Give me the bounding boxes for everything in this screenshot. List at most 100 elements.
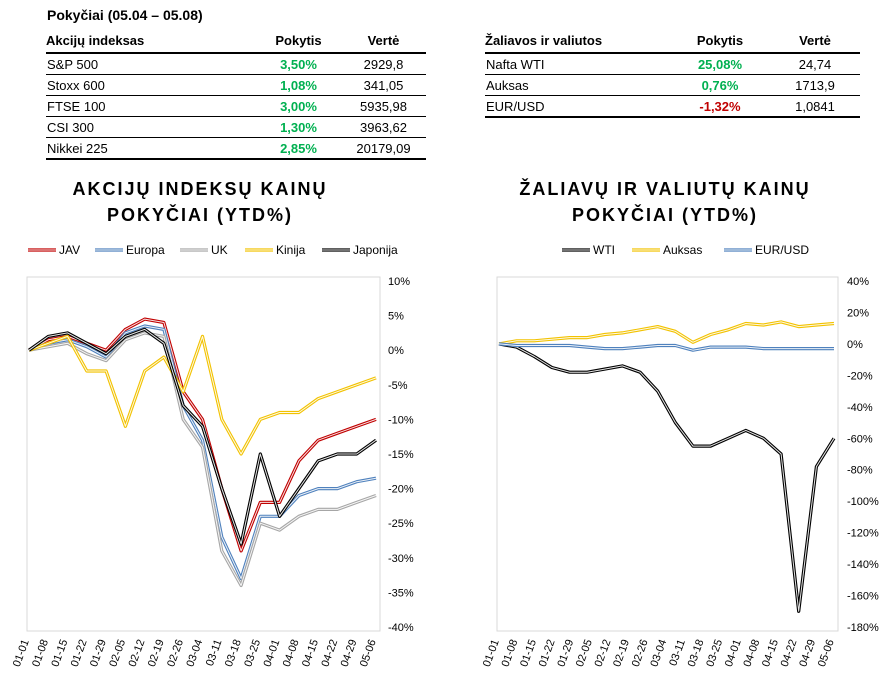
y-tick-label: 40% [847, 276, 869, 288]
cell-change: 2,85% [256, 137, 341, 160]
index-row: FTSE 100 3,00% 5935,98 [46, 95, 426, 117]
commodities-table: Žaliavos ir valiutos Pokytis Vertė Nafta… [485, 28, 860, 118]
indices-table-header: Akcijų indeksas Pokytis Vertė [46, 28, 426, 54]
y-tick-label: 20% [847, 307, 869, 319]
legend-label: Auksas [663, 243, 702, 257]
y-tick-label: 10% [388, 276, 410, 288]
x-tick-label: 04-08 [281, 638, 302, 669]
cell-name: Stoxx 600 [46, 74, 256, 96]
y-tick-label: -35% [388, 587, 414, 599]
chart-title-indices: AKCIJŲ INDEKSŲ KAINŲ POKYČIAI (YTD%) [72, 179, 328, 225]
legend-label: Kinija [276, 243, 306, 257]
commodity-row: Auksas 0,76% 1713,9 [485, 74, 860, 96]
x-tick-label: 01-22 [69, 638, 90, 669]
series-line-highlight [498, 321, 835, 345]
index-row: S&P 500 3,50% 2929,8 [46, 53, 426, 75]
x-tick-label: 04-22 [319, 638, 340, 669]
x-tick-label: 03-18 [223, 638, 244, 669]
series-line-highlight [28, 335, 377, 455]
y-tick-label: -100% [847, 496, 879, 508]
column-header-change: Pokytis [670, 28, 770, 54]
legend-label: Europa [126, 243, 165, 257]
legend-label: WTI [593, 243, 615, 257]
y-tick-label: -180% [847, 622, 879, 634]
y-tick-label: 5% [388, 311, 404, 323]
x-tick-label: 02-12 [127, 638, 148, 669]
x-tick-label: 01-08 [30, 638, 51, 669]
series-line-highlight [28, 325, 377, 580]
commodities-table-header: Žaliavos ir valiutos Pokytis Vertė [485, 28, 860, 54]
x-tick-label: 01-15 [49, 638, 70, 669]
legend-label: Japonija [353, 243, 398, 257]
cell-change: 0,76% [670, 74, 770, 96]
cell-value: 1713,9 [770, 74, 860, 96]
y-tick-label: -20% [847, 370, 873, 382]
cell-change: 1,30% [256, 116, 341, 138]
y-tick-label: 0% [847, 339, 863, 351]
indices-table: Akcijų indeksas Pokytis Vertė S&P 500 3,5… [46, 28, 426, 160]
x-tick-label: 04-29 [339, 638, 360, 669]
x-tick-label: 04-15 [300, 638, 321, 669]
cell-change: 3,00% [256, 95, 341, 117]
cell-name: S&P 500 [46, 53, 256, 75]
x-tick-label: 01-29 [88, 638, 109, 669]
x-tick-label: 03-11 [667, 638, 688, 668]
x-tick-label: 02-26 [165, 638, 186, 669]
x-tick-label: 03-11 [204, 638, 225, 668]
series-line-highlight [498, 343, 835, 612]
legend-label: UK [211, 243, 228, 257]
cell-value: 5935,98 [341, 95, 426, 117]
y-tick-label: -10% [388, 414, 414, 426]
x-tick-label: 03-04 [184, 638, 205, 669]
cell-name: CSI 300 [46, 116, 256, 138]
column-header-commodity: Žaliavos ir valiutos [485, 28, 670, 54]
cell-value: 24,74 [770, 53, 860, 75]
cell-value: 3963,62 [341, 116, 426, 138]
column-header-index: Akcijų indeksas [46, 28, 256, 54]
plot-area [26, 276, 381, 632]
x-tick-label: 02-19 [146, 638, 167, 669]
chart-title-commodities: ŽALIAVŲ IR VALIUTŲ KAINŲ POKYČIAI (YTD%) [519, 179, 811, 225]
y-tick-label: -160% [847, 591, 879, 603]
series-line-highlight [28, 332, 377, 586]
y-tick-label: 0% [388, 345, 404, 357]
column-header-value: Vertė [770, 28, 860, 54]
legend-label: JAV [59, 243, 80, 257]
cell-name: EUR/USD [485, 95, 670, 118]
series-line-highlight [28, 318, 377, 552]
series-line [28, 317, 377, 553]
y-tick-label: -15% [388, 449, 414, 461]
legend-label: EUR/USD [755, 243, 809, 257]
y-tick-label: -20% [388, 484, 414, 496]
commodity-row: Nafta WTI 25,08% 24,74 [485, 53, 860, 75]
cell-name: Nafta WTI [485, 53, 670, 75]
y-tick-label: -120% [847, 528, 879, 540]
commodity-row: EUR/USD -1,32% 1,0841 [485, 95, 860, 118]
x-tick-label: 03-25 [242, 638, 263, 669]
cell-change: 3,50% [256, 53, 341, 75]
y-tick-label: -5% [388, 380, 408, 392]
y-tick-label: -40% [847, 402, 873, 414]
y-tick-label: -60% [847, 433, 873, 445]
y-tick-label: -140% [847, 559, 879, 571]
cell-name: Nikkei 225 [46, 137, 256, 160]
x-tick-label: 05-06 [816, 638, 837, 669]
plot-area [496, 276, 839, 632]
column-header-value: Vertė [341, 28, 426, 54]
period-title: Pokyčiai (05.04 – 05.08) [47, 7, 203, 23]
series-line [498, 320, 835, 346]
cell-change: 25,08% [670, 53, 770, 75]
cell-value: 1,0841 [770, 95, 860, 118]
column-header-change: Pokytis [256, 28, 341, 54]
series-line-highlight [498, 343, 834, 351]
series-line [498, 342, 834, 352]
cell-value: 2929,8 [341, 53, 426, 75]
cell-change: -1,32% [670, 95, 770, 118]
index-row: Nikkei 225 2,85% 20179,09 [46, 137, 426, 160]
cell-value: 20179,09 [341, 137, 426, 160]
series-line [28, 334, 377, 456]
y-tick-label: -30% [388, 553, 414, 565]
cell-change: 1,08% [256, 74, 341, 96]
x-tick-label: 05-06 [358, 638, 379, 669]
